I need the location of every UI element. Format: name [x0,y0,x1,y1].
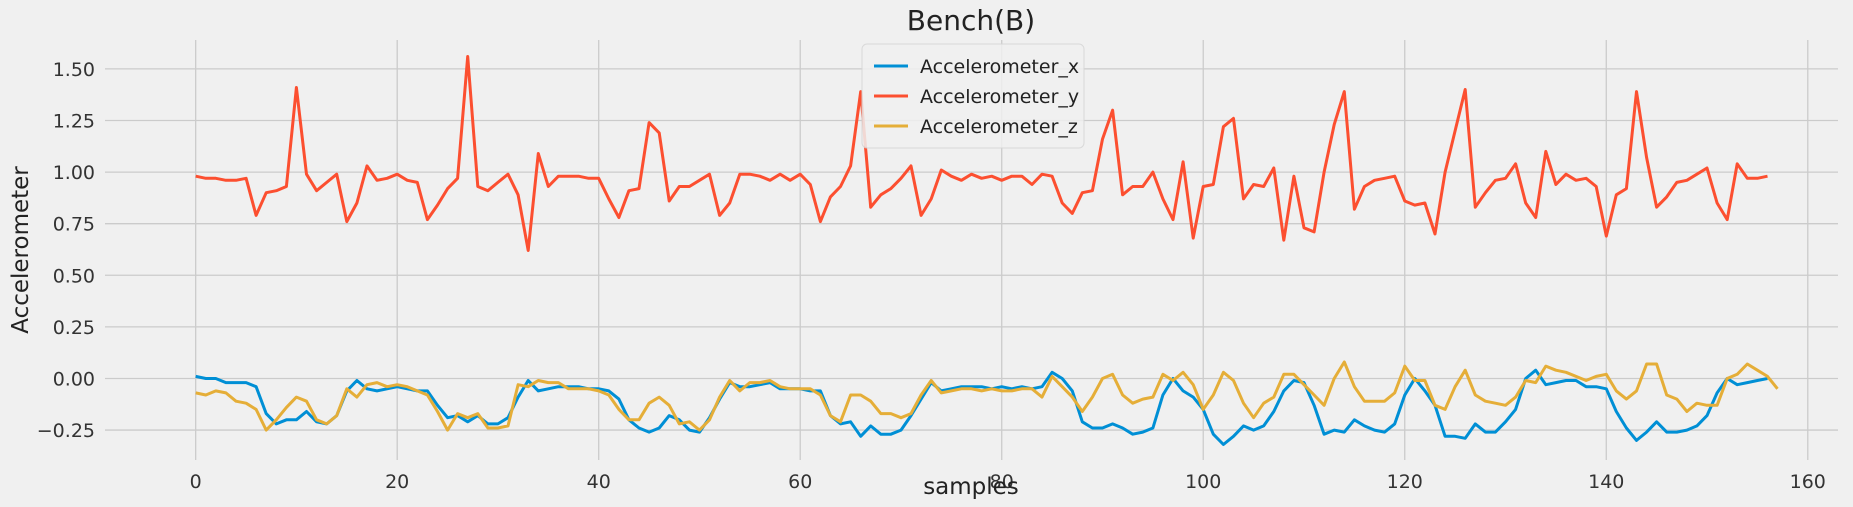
x-tick-label: 160 [1790,471,1826,493]
y-tick-label: 1.00 [53,162,95,184]
x-tick-label: 140 [1588,471,1624,493]
y-tick-label: 1.25 [53,110,95,132]
y-tick-label: −0.25 [37,420,95,442]
x-tick-label: 20 [385,471,409,493]
y-tick-label: 1.50 [53,59,95,81]
x-tick-label: 120 [1387,471,1423,493]
ticks: 0 20 40 60 80 100 120 140 160 −0.25 0.00 0.25 0.50 0.… [37,59,1826,493]
x-tick-label: 0 [190,471,202,493]
x-tick-label: 60 [788,471,812,493]
x-axis-label: samples [923,474,1019,500]
x-tick-label: 100 [1185,471,1221,493]
legend-label: Accelerometer_z [920,116,1078,138]
series-layer [195,55,1779,446]
y-tick-label: 0.00 [53,368,95,390]
x-tick-label: 40 [587,471,611,493]
chart-title: Bench(B) [907,4,1035,37]
y-axis-label: Accelerometer [8,166,34,334]
legend: Accelerometer_x Accelerometer_y Accelerome… [861,43,1085,149]
x-tick-label: 80 [990,471,1014,493]
series-line-accelerometer_z [195,360,1779,432]
series-line-accelerometer_y [195,55,1768,252]
y-tick-label: 0.25 [53,317,95,339]
legend-label: Accelerometer_x [920,56,1079,78]
y-tick-label: 0.50 [53,265,95,287]
legend-box [861,43,1085,149]
legend-label: Accelerometer_y [920,86,1079,108]
y-tick-label: 0.75 [53,214,95,236]
